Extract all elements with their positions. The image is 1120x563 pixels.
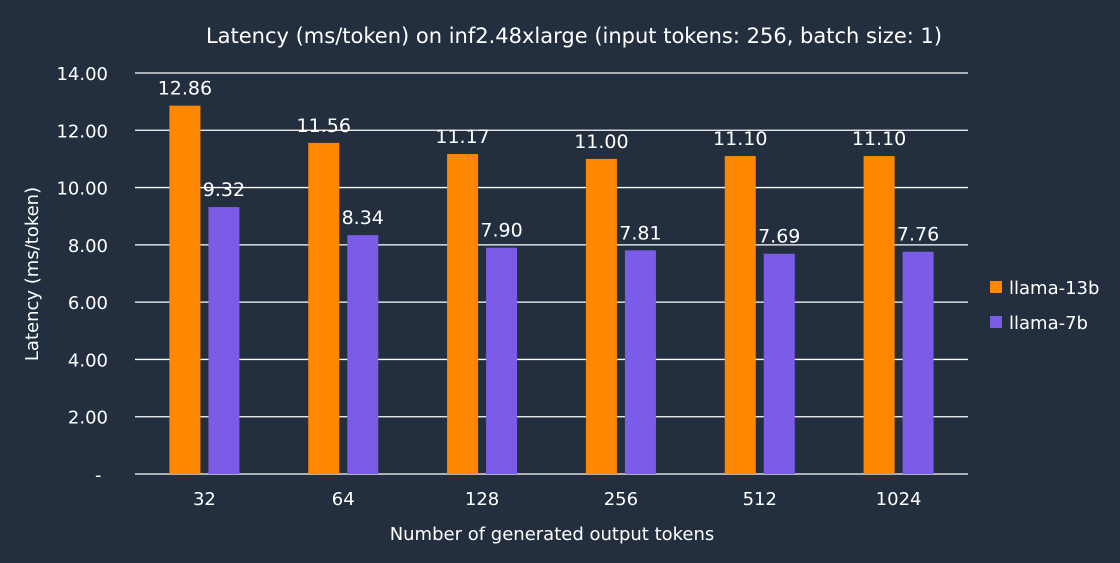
legend-label-llama-7b: llama-7b [1009, 313, 1088, 334]
y-tick-labels: - 2.00 4.00 6.00 8.00 10.00 12.00 14.00 [56, 64, 108, 486]
x-tick-label: 1024 [876, 489, 922, 510]
legend-label-llama-13b: llama-13b [1009, 278, 1099, 299]
bar-llama-13b-512 [724, 156, 756, 475]
y-tick-label: 12.00 [56, 121, 108, 142]
x-tick-labels: 32 64 128 256 512 1024 [193, 489, 922, 510]
x-tick-label: 512 [743, 489, 777, 510]
y-tick-label: 14.00 [56, 64, 108, 85]
data-label: 11.56 [297, 115, 351, 137]
data-label: 12.86 [158, 78, 212, 100]
bar-llama-13b-128 [447, 154, 479, 475]
y-tick-label: - [95, 465, 102, 486]
gridlines [135, 72, 968, 475]
bar-llama-7b-32 [208, 207, 240, 474]
x-axis-label: Number of generated output tokens [390, 524, 715, 545]
x-tick-label: 256 [604, 489, 638, 510]
bar-llama-7b-1024 [902, 251, 934, 474]
data-label: 8.34 [342, 207, 384, 229]
x-tick-label: 128 [465, 489, 499, 510]
data-label: 11.17 [435, 126, 489, 148]
data-label: 11.10 [713, 128, 767, 150]
data-label: 7.90 [480, 220, 522, 242]
bars: 12.86 9.32 11.56 8.34 11.17 7.90 11.00 7.81 11.1… [158, 78, 939, 475]
bar-llama-7b-256 [624, 250, 656, 474]
y-tick-label: 4.00 [68, 350, 108, 371]
data-label: 7.81 [619, 222, 661, 244]
x-tick-label: 64 [332, 489, 355, 510]
data-label: 7.69 [758, 226, 800, 248]
legend-swatch-llama-13b [990, 281, 1002, 293]
bar-llama-7b-128 [486, 247, 518, 474]
bar-llama-13b-1024 [863, 156, 895, 475]
data-label: 9.32 [203, 179, 245, 201]
data-label: 11.00 [574, 131, 628, 153]
bar-llama-13b-64 [308, 142, 340, 475]
bar-llama-7b-64 [347, 235, 379, 474]
legend-swatch-llama-7b [990, 316, 1002, 328]
bar-llama-13b-256 [585, 158, 617, 474]
y-tick-label: 8.00 [68, 236, 108, 257]
y-axis-label: Latency (ms/token) [22, 187, 43, 361]
y-tick-label: 2.00 [68, 408, 108, 429]
bar-llama-13b-32 [169, 105, 201, 474]
x-tick-label: 32 [193, 489, 216, 510]
data-label: 7.76 [897, 224, 939, 246]
y-tick-label: 6.00 [68, 293, 108, 314]
data-label: 11.10 [852, 128, 906, 150]
chart-title: Latency (ms/token) on inf2.48xlarge (inp… [206, 24, 942, 48]
legend: llama-13b llama-7b [990, 278, 1099, 334]
bar-llama-7b-512 [763, 253, 795, 474]
y-tick-label: 10.00 [56, 179, 108, 200]
